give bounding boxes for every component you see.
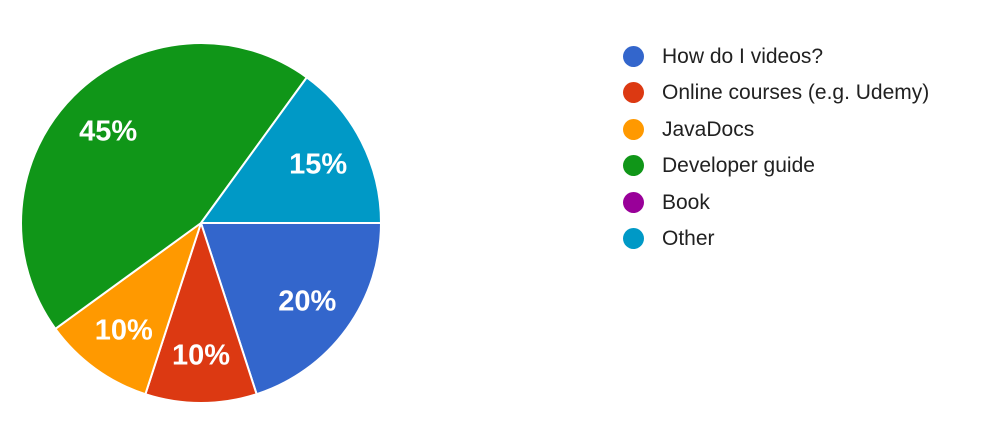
pie-slice-online-courses-e-g-udemy[interactable] [144,222,258,404]
legend-swatch-red [623,82,644,104]
pie-slice-percentage-label: 20% [278,285,336,317]
legend-swatch-green [623,155,644,177]
pie-slice-other[interactable] [200,76,382,224]
legend-swatch-teal [623,228,644,250]
legend-item-book: Book [623,184,929,221]
legend-label: Online courses (e.g. Udemy) [662,81,930,105]
legend-label: Other [662,227,715,251]
pie-slice-developer-guide[interactable] [20,42,308,330]
legend-item-other: Other [623,221,929,258]
legend-item-developer-guide: Developer guide [623,148,929,185]
pie-slice-percentage-label: 10% [172,340,230,372]
pie-slice-how-do-i-videos[interactable] [200,222,382,396]
legend-swatch-orange [623,118,644,140]
legend-label: Developer guide [662,154,815,178]
legend-label: How do I videos? [662,44,824,68]
legend-swatch-blue [623,45,644,67]
legend-label: JavaDocs [662,117,755,141]
pie-slice-javadocs[interactable] [54,222,202,396]
pie-slice-percentage-label: 45% [79,115,137,147]
legend-item-online-courses: Online courses (e.g. Udemy) [623,75,929,112]
legend-swatch-purple [623,191,644,213]
legend-label: Book [662,190,710,214]
pie-slice-percentage-label: 15% [289,148,347,180]
pie-slice-percentage-label: 10% [95,314,153,346]
chart-legend: How do I videos? Online courses (e.g. Ud… [623,38,929,257]
legend-item-how-do-i-videos: How do I videos? [623,38,929,75]
legend-item-javadocs: JavaDocs [623,111,929,148]
